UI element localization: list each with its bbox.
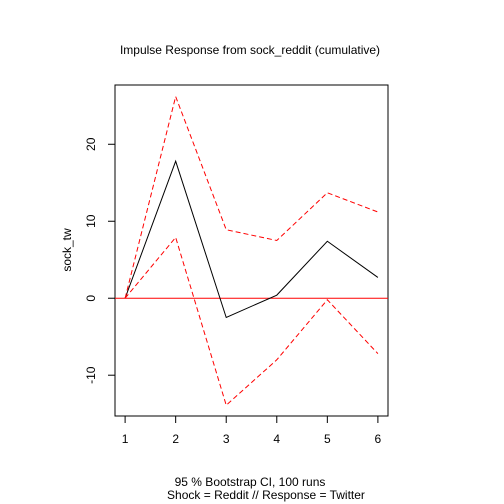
y-axis-label: sock_tw	[60, 228, 74, 272]
plot-lines	[115, 94, 388, 407]
x-axis: 1 2 3 4 5 6	[122, 415, 382, 446]
series-line-lower	[124, 236, 379, 407]
x-tick-label: 5	[324, 432, 331, 446]
x-tick-label: 2	[172, 432, 179, 446]
series-line-response	[124, 159, 379, 319]
y-axis: -10 0 10 20	[84, 137, 116, 384]
x-tick-label: 1	[122, 432, 129, 446]
chart-title: Impulse Response from sock_reddit (cumul…	[120, 43, 380, 57]
y-tick-label: 20	[84, 137, 98, 151]
y-tick-label: -10	[84, 366, 98, 384]
x-tick-label: 4	[273, 432, 280, 446]
series-line-upper	[124, 94, 379, 299]
plot-frame	[114, 84, 389, 417]
x-tick-label: 3	[223, 432, 230, 446]
footer-line-ci: 95 % Bootstrap CI, 100 runs	[175, 475, 326, 489]
y-tick-label: 10	[84, 214, 98, 228]
x-tick-label: 6	[375, 432, 382, 446]
y-tick-label: 0	[84, 295, 98, 302]
footer-line-shock: Shock = Reddit // Response = Twitter	[167, 488, 365, 502]
